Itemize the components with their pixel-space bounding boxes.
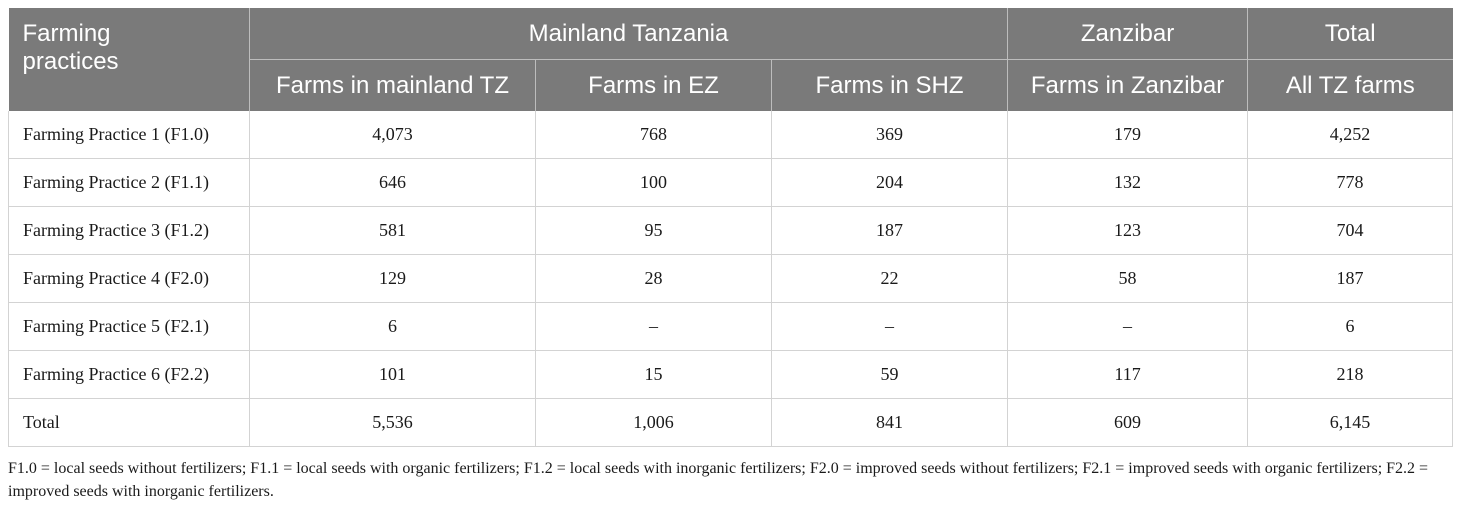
row-label: Farming Practice 5 (F2.1): [8, 302, 250, 351]
table-cell: 100: [535, 158, 772, 207]
header-col-shz: Farms in SHZ: [771, 59, 1009, 111]
table-cell: 4,252: [1247, 111, 1454, 159]
table-cell: 187: [771, 206, 1009, 255]
header-col-ez: Farms in EZ: [535, 59, 772, 111]
header-col-zanzibar: Farms in Zanzibar: [1007, 59, 1249, 111]
table-row: Farming Practice 1 (F1.0) 4,073 768 369 179 4…: [8, 111, 1454, 159]
table-cell: 841: [771, 398, 1009, 447]
row-label: Farming Practice 6 (F2.2): [8, 350, 250, 399]
table-cell: 4,073: [249, 111, 536, 159]
table-cell: 609: [1007, 398, 1249, 447]
table-cell: 1,006: [535, 398, 772, 447]
table-cell: 646: [249, 158, 536, 207]
table-cell: 581: [249, 206, 536, 255]
table-cell: 5,536: [249, 398, 536, 447]
header-group-zanzibar: Zanzibar: [1007, 8, 1249, 60]
table-row: Farming Practice 5 (F2.1) 6– – –6: [8, 302, 1454, 351]
header-farming-practices: Farming practices: [8, 8, 250, 111]
header-group-total: Total: [1247, 8, 1453, 60]
table-cell: 95: [535, 206, 772, 255]
table-cell: –: [1007, 302, 1249, 351]
table-cell: –: [771, 302, 1009, 351]
row-label: Farming Practice 4 (F2.0): [8, 254, 250, 303]
header-col-all-tz: All TZ farms: [1247, 59, 1453, 111]
table-cell: –: [535, 302, 772, 351]
table-body: Farming Practice 1 (F1.0) 4,073 768 369 179 4…: [8, 111, 1454, 447]
table-cell: 369: [771, 111, 1009, 159]
table-cell: 59: [771, 350, 1009, 399]
table-cell: 768: [535, 111, 772, 159]
table-cell: 117: [1007, 350, 1249, 399]
table-row: Farming Practice 3 (F1.2) 581 95 187 123 704: [8, 206, 1454, 255]
farming-practices-table: Farming practices Mainland Tanzania Zanz…: [8, 8, 1454, 447]
table-cell: 58: [1007, 254, 1249, 303]
row-label: Farming Practice 3 (F1.2): [8, 206, 250, 255]
table-cell: 179: [1007, 111, 1249, 159]
table-cell: 15: [535, 350, 772, 399]
header-col-mainland-tz: Farms in mainland TZ: [249, 59, 536, 111]
row-label: Farming Practice 1 (F1.0): [8, 111, 250, 159]
table-cell: 101: [249, 350, 536, 399]
header-row-columns: Farms in mainland TZ Farms in EZ Farms i…: [9, 59, 1453, 111]
table-row: Farming Practice 6 (F2.2) 101 15 59 117 218: [8, 350, 1454, 399]
header-row-groups: Farming practices Mainland Tanzania Zanz…: [8, 8, 1453, 111]
table-cell: 187: [1247, 254, 1454, 303]
table-cell: 6: [249, 302, 536, 351]
table-cell: 6: [1247, 302, 1454, 351]
table-cell: 22: [771, 254, 1009, 303]
table-cell: 6,145: [1247, 398, 1454, 447]
table-header: Farming practices Mainland Tanzania Zanz…: [8, 8, 1453, 111]
row-label: Farming Practice 2 (F1.1): [8, 158, 250, 207]
table-cell: 123: [1007, 206, 1249, 255]
table-cell: 704: [1247, 206, 1454, 255]
table-cell: 218: [1247, 350, 1454, 399]
table-row: Total 5,536 1,006 841 609 6,145: [8, 398, 1454, 447]
row-label: Total: [8, 398, 250, 447]
table-row: Farming Practice 2 (F1.1) 646 100 204 132 778: [8, 158, 1454, 207]
table-footnote: F1.0 = local seeds without fertilizers; …: [8, 460, 1429, 500]
table-cell: 129: [249, 254, 536, 303]
table-row: Farming Practice 4 (F2.0) 129 28 22 58 187: [8, 254, 1454, 303]
table-cell: 132: [1007, 158, 1249, 207]
header-group-mainland: Mainland Tanzania: [249, 8, 1009, 60]
table-cell: 28: [535, 254, 772, 303]
table-cell: 778: [1247, 158, 1454, 207]
table-cell: 204: [771, 158, 1009, 207]
table-container: Farming practices Mainland Tanzania Zanz…: [8, 8, 1454, 503]
